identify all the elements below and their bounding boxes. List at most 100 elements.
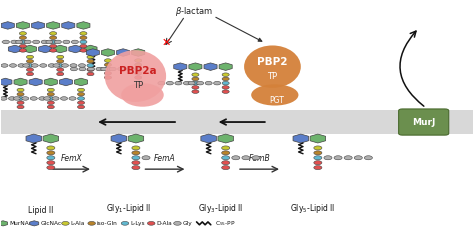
Circle shape <box>80 40 87 44</box>
Circle shape <box>77 105 84 109</box>
Circle shape <box>79 67 86 71</box>
Text: Gly: Gly <box>182 221 192 226</box>
Polygon shape <box>117 49 130 56</box>
Circle shape <box>48 64 55 67</box>
Circle shape <box>132 161 140 165</box>
Polygon shape <box>54 45 67 53</box>
Circle shape <box>222 151 230 155</box>
Circle shape <box>50 40 57 44</box>
Circle shape <box>188 81 195 85</box>
Circle shape <box>135 72 142 75</box>
Circle shape <box>16 40 23 44</box>
Circle shape <box>17 88 24 92</box>
Bar <box>0 110 474 134</box>
Circle shape <box>2 40 9 44</box>
Polygon shape <box>0 221 8 226</box>
Circle shape <box>19 32 27 35</box>
Text: iso-Gln: iso-Gln <box>97 221 118 226</box>
Polygon shape <box>44 78 57 86</box>
Circle shape <box>47 166 55 170</box>
Text: TP: TP <box>267 72 277 81</box>
Polygon shape <box>17 22 29 29</box>
Polygon shape <box>59 78 73 86</box>
Circle shape <box>77 97 84 100</box>
Circle shape <box>53 64 60 67</box>
Polygon shape <box>38 45 52 53</box>
Circle shape <box>77 101 84 105</box>
Circle shape <box>96 67 103 71</box>
Circle shape <box>222 156 230 160</box>
Circle shape <box>19 40 27 44</box>
Text: C$_{55}$-PP: C$_{55}$-PP <box>215 219 236 228</box>
Polygon shape <box>62 22 75 29</box>
Polygon shape <box>111 134 127 143</box>
Circle shape <box>47 161 55 165</box>
Circle shape <box>47 92 55 96</box>
Circle shape <box>314 166 322 170</box>
Polygon shape <box>30 221 39 226</box>
Text: GlcNAc: GlcNAc <box>41 221 62 226</box>
Circle shape <box>197 81 204 85</box>
Polygon shape <box>219 63 232 70</box>
Text: PBP2a: PBP2a <box>119 66 156 76</box>
Circle shape <box>41 40 48 44</box>
Polygon shape <box>29 78 42 86</box>
Text: MurNAc: MurNAc <box>9 221 33 226</box>
Ellipse shape <box>251 84 299 105</box>
Circle shape <box>47 88 55 92</box>
Text: FemB: FemB <box>248 154 270 163</box>
Circle shape <box>0 40 1 44</box>
Circle shape <box>222 86 229 89</box>
Circle shape <box>192 81 199 85</box>
Text: Lipid II: Lipid II <box>28 206 54 215</box>
Circle shape <box>18 64 25 67</box>
Circle shape <box>365 156 373 160</box>
Circle shape <box>142 156 150 160</box>
Text: PGT: PGT <box>270 96 284 105</box>
Text: $\beta$-lactam: $\beta$-lactam <box>175 5 214 18</box>
Circle shape <box>31 64 38 67</box>
Polygon shape <box>310 134 326 143</box>
Circle shape <box>88 221 95 225</box>
Text: L-Lys: L-Lys <box>130 221 145 226</box>
Polygon shape <box>101 49 115 56</box>
Polygon shape <box>218 134 234 143</box>
Circle shape <box>222 81 229 85</box>
Ellipse shape <box>244 46 301 88</box>
Circle shape <box>61 97 68 100</box>
Polygon shape <box>174 63 187 70</box>
Circle shape <box>252 156 260 160</box>
Circle shape <box>135 63 142 67</box>
Circle shape <box>17 97 24 100</box>
Circle shape <box>222 146 230 150</box>
Circle shape <box>334 156 342 160</box>
Circle shape <box>314 161 322 165</box>
Polygon shape <box>86 49 100 56</box>
FancyBboxPatch shape <box>399 109 449 135</box>
Circle shape <box>126 67 133 71</box>
Circle shape <box>57 68 64 72</box>
Circle shape <box>24 40 31 44</box>
Circle shape <box>77 92 84 96</box>
Circle shape <box>62 64 69 67</box>
Circle shape <box>87 68 94 72</box>
Circle shape <box>242 156 250 160</box>
Circle shape <box>57 72 64 76</box>
Circle shape <box>9 97 16 100</box>
Circle shape <box>132 146 140 150</box>
Text: MurJ: MurJ <box>412 118 435 127</box>
Circle shape <box>19 36 27 39</box>
Circle shape <box>232 156 240 160</box>
Circle shape <box>17 92 24 96</box>
Circle shape <box>62 221 69 225</box>
Circle shape <box>100 67 108 71</box>
Circle shape <box>40 64 47 67</box>
Circle shape <box>80 32 87 35</box>
Circle shape <box>11 40 18 44</box>
Circle shape <box>50 32 57 35</box>
Circle shape <box>192 90 199 93</box>
Circle shape <box>27 72 34 76</box>
Text: D-Ala: D-Ala <box>156 221 172 226</box>
Circle shape <box>72 40 78 44</box>
Text: Gly$_5$-Lipid II: Gly$_5$-Lipid II <box>290 202 335 215</box>
